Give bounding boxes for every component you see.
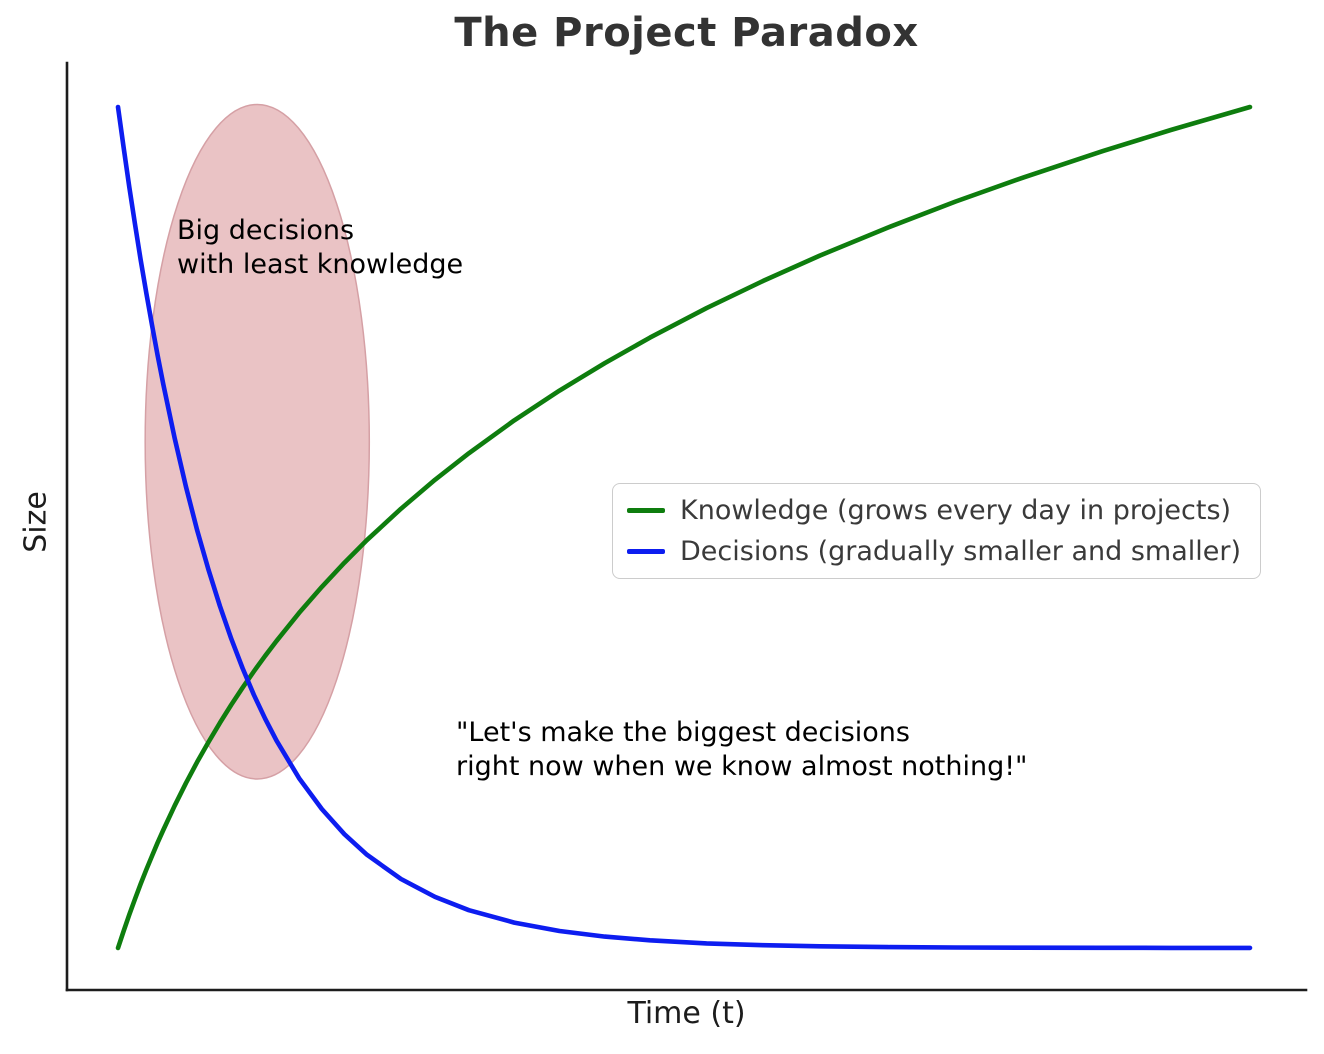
legend: Knowledge (grows every day in projects) … <box>612 483 1262 579</box>
annotation-big-decisions-line2: with least knowledge <box>177 249 464 280</box>
annotation-big-decisions: Big decisions with least knowledge <box>177 214 463 282</box>
decisions-line-swatch <box>627 549 665 554</box>
annotation-quote: "Let's make the biggest decisions right … <box>456 716 1027 784</box>
annotation-quote-line1: "Let's make the biggest decisions <box>456 717 910 748</box>
annotation-quote-line2: right now when we know almost nothing!" <box>456 751 1028 782</box>
legend-label-knowledge: Knowledge (grows every day in projects) <box>680 495 1232 526</box>
legend-label-decisions: Decisions (gradually smaller and smaller… <box>680 536 1242 567</box>
y-axis-label: Size <box>18 491 54 553</box>
annotation-big-decisions-line1: Big decisions <box>177 215 355 246</box>
chart-title: The Project Paradox <box>454 10 919 56</box>
legend-item-decisions: Decisions (gradually smaller and smaller… <box>627 531 1241 572</box>
legend-item-knowledge: Knowledge (grows every day in projects) <box>627 490 1241 531</box>
knowledge-line-swatch <box>627 508 665 513</box>
x-axis-label: Time (t) <box>627 996 746 1031</box>
